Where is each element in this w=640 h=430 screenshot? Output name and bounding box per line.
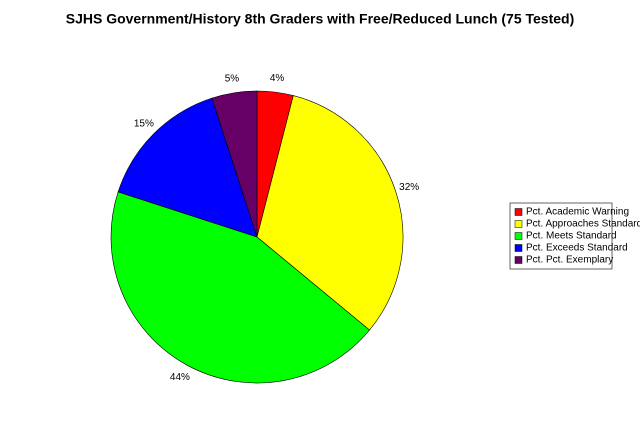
data-label: 5%	[225, 74, 240, 85]
pie-slice	[117, 97, 258, 238]
legend-label: Pct. Academic Warning	[526, 207, 629, 218]
legend-box	[509, 202, 613, 270]
pie-slice	[256, 95, 404, 331]
data-label: 44%	[170, 372, 190, 383]
data-label: 4%	[270, 73, 285, 84]
pie-slice	[110, 191, 370, 384]
legend-swatch	[514, 232, 523, 240]
legend-label: Pct. Approaches Standard	[526, 219, 640, 230]
legend-swatch	[514, 244, 523, 252]
legend-swatch	[514, 256, 523, 264]
data-label: 15%	[134, 119, 154, 130]
legend-label: Pct. Pct. Exemplary	[526, 255, 613, 266]
legend-swatch	[514, 220, 523, 228]
chart-title: SJHS Government/History 8th Graders with…	[66, 11, 575, 27]
legend-swatch	[514, 208, 523, 216]
legend-label: Pct. Meets Standard	[526, 231, 617, 242]
data-label: 32%	[399, 182, 419, 193]
legend-label: Pct. Exceeds Standard	[526, 243, 628, 254]
pie-slice	[211, 90, 258, 238]
